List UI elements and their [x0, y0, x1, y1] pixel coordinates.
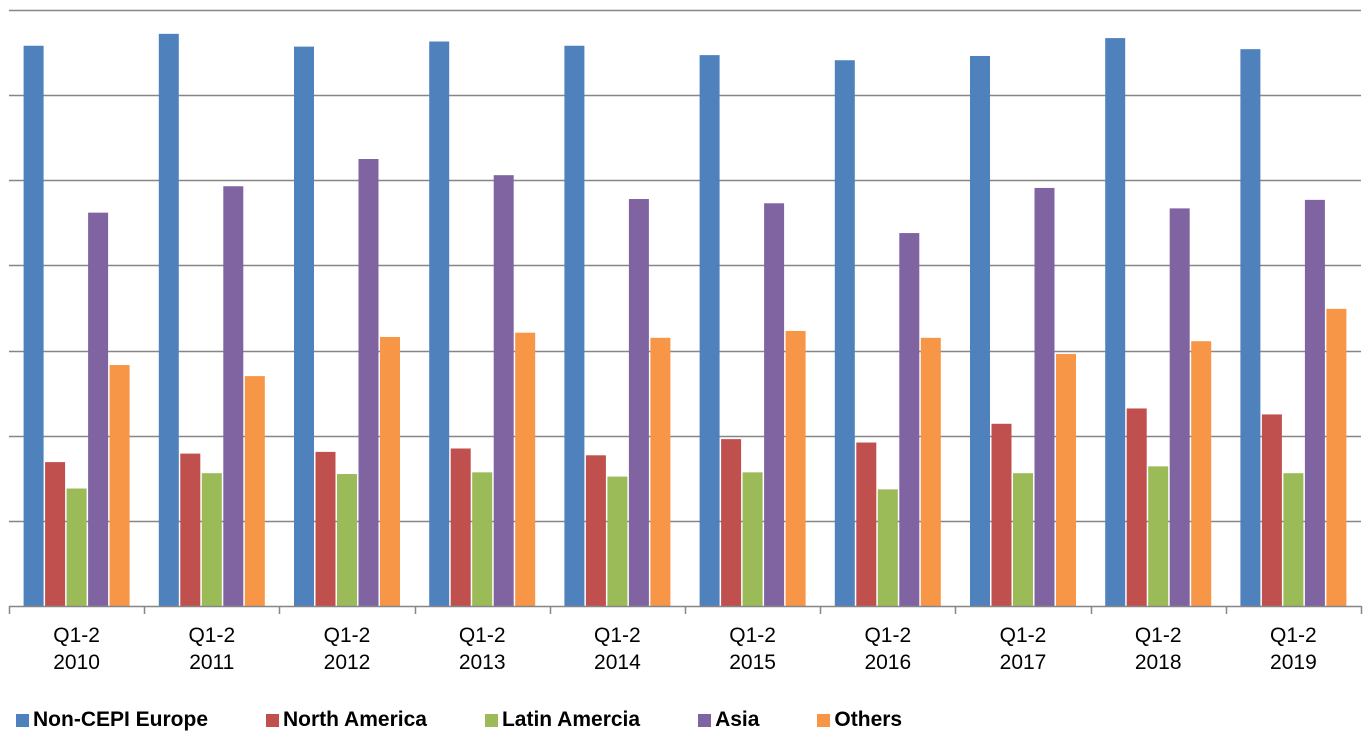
bar-non-cepi-europe	[23, 45, 44, 606]
legend-swatch	[266, 713, 280, 727]
legend-swatch	[698, 713, 712, 727]
x-tick-label: Q1-2 2016	[864, 624, 911, 674]
bar-others	[1326, 308, 1347, 606]
legend-label: Others	[834, 708, 903, 731]
bar-north-america	[315, 451, 336, 606]
legend-item: Non-CEPI Europe	[16, 708, 208, 732]
bar-asia	[899, 233, 920, 606]
bars	[23, 33, 1347, 607]
bar-asia	[1034, 187, 1055, 606]
bar-latin-amercia	[1148, 466, 1169, 606]
bar-others	[109, 365, 130, 606]
bar-latin-amercia	[742, 472, 763, 606]
x-tick-label: Q1-2 2011	[188, 624, 235, 674]
bar-non-cepi-europe	[294, 46, 314, 607]
bar-latin-amercia	[472, 472, 493, 606]
bar-non-cepi-europe	[699, 55, 720, 606]
bar-asia	[764, 203, 785, 606]
bar-north-america	[721, 439, 742, 606]
bar-asia	[358, 159, 379, 606]
legend-label: Asia	[715, 708, 760, 731]
bar-north-america	[856, 442, 877, 606]
bar-latin-amercia	[337, 474, 357, 606]
bar-latin-amercia	[877, 489, 898, 606]
bar-latin-amercia	[66, 488, 87, 606]
bar-others	[920, 337, 941, 606]
x-tick-label: Q1-2 2017	[1000, 624, 1047, 674]
bar-others	[515, 332, 536, 606]
bar-non-cepi-europe	[564, 45, 585, 606]
x-tick-label: Q1-2 2019	[1270, 624, 1317, 674]
bar-north-america	[1126, 408, 1147, 606]
bar-non-cepi-europe	[834, 60, 855, 607]
bar-north-america	[991, 423, 1012, 606]
bar-latin-amercia	[1013, 473, 1033, 606]
x-tick-labels: Q1-2 2010 Q1-2 2011 Q1-2 2012 Q1-2 2013 Q1-2 2014…	[53, 624, 1317, 674]
x-tick-label: Q1-2 2012	[324, 624, 371, 674]
legend-swatch	[817, 713, 831, 727]
bar-latin-amercia	[1283, 473, 1304, 606]
bar-others	[650, 337, 671, 606]
bar-others	[244, 376, 265, 606]
bar-non-cepi-europe	[158, 33, 179, 606]
x-tick-label: Q1-2 2014	[594, 624, 641, 674]
bar-others	[380, 336, 400, 606]
bar-asia	[1304, 199, 1325, 606]
bar-non-cepi-europe	[970, 55, 990, 607]
legend-label: North America	[283, 708, 427, 731]
legend-item: Others	[817, 708, 902, 732]
legend-item: North America	[266, 708, 427, 732]
legend-swatch	[16, 713, 29, 727]
x-tick-label: Q1-2 2013	[459, 624, 506, 674]
bar-north-america	[45, 462, 66, 606]
legend-label: Latin Amercia	[501, 708, 641, 731]
bar-others	[785, 330, 806, 606]
gridlines	[9, 9, 1361, 523]
bar-north-america	[585, 455, 606, 606]
bar-asia	[493, 175, 514, 606]
bar-others	[1191, 341, 1212, 606]
bar-latin-amercia	[607, 476, 628, 606]
bar-asia	[223, 186, 244, 606]
legend: Non-CEPI Europe North America Latin Amerci…	[16, 707, 960, 733]
x-tick-label: Q1-2 2018	[1135, 624, 1182, 674]
bar-non-cepi-europe	[429, 41, 450, 606]
bar-north-america	[450, 448, 471, 606]
legend-label: Non-CEPI Europe	[33, 708, 209, 731]
bar-non-cepi-europe	[1240, 49, 1261, 607]
bar-others	[1056, 353, 1076, 606]
bar-latin-amercia	[201, 473, 222, 606]
x-tick-label: Q1-2 2010	[53, 624, 100, 674]
x-axis	[8, 605, 1363, 614]
bar-asia	[1169, 208, 1190, 606]
bar-asia	[88, 212, 109, 606]
bar-non-cepi-europe	[1105, 38, 1126, 607]
bar-asia	[628, 199, 649, 606]
legend-item: Latin Amercia	[484, 708, 641, 732]
legend-item: Asia	[698, 708, 759, 732]
bar-north-america	[180, 453, 201, 606]
legend-swatch	[484, 713, 498, 727]
bar-north-america	[1261, 414, 1282, 606]
x-tick-label: Q1-2 2015	[729, 624, 776, 674]
